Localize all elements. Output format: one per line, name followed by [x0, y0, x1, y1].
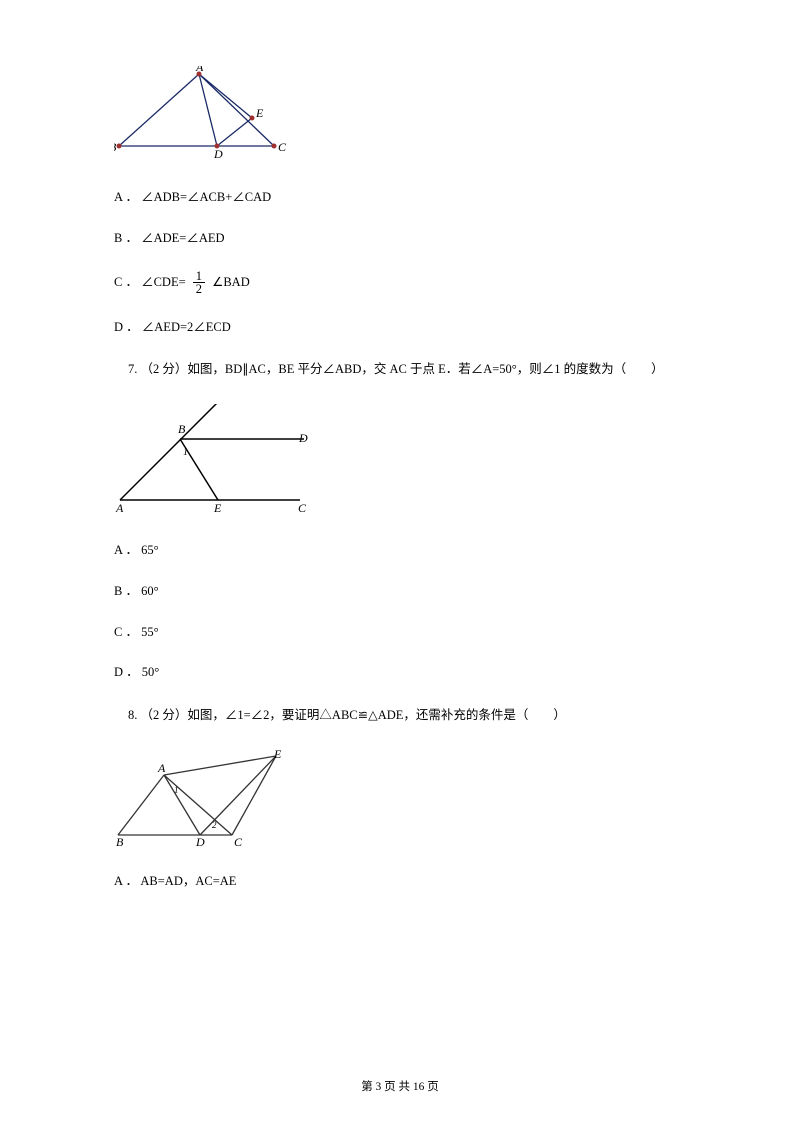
- svg-text:E: E: [255, 106, 264, 120]
- option-8a: A ． AB=AD，AC=AE: [114, 872, 700, 891]
- svg-text:D: D: [195, 835, 205, 849]
- svg-text:C: C: [278, 140, 287, 154]
- opt6c-post: ∠BAD: [212, 274, 250, 288]
- question-7: 7. （2 分）如图，BD∥AC，BE 平分∠ABD，交 AC 于点 E．若∠A…: [100, 358, 700, 382]
- option-6d: D ． ∠AED=2∠ECD: [114, 318, 700, 337]
- parallel-diagram: A B C D E 1: [114, 404, 324, 519]
- svg-text:D: D: [298, 431, 308, 445]
- option-6b: B ． ∠ADE=∠AED: [114, 229, 700, 248]
- frac-num: 1: [193, 270, 205, 284]
- svg-text:2: 2: [212, 820, 217, 830]
- figure-q7: A B C D E 1: [114, 404, 700, 523]
- svg-text:C: C: [234, 835, 243, 849]
- option-6a: A ． ∠ADB=∠ACB+∠CAD: [114, 188, 700, 207]
- svg-text:1: 1: [174, 785, 179, 795]
- svg-text:1: 1: [183, 447, 188, 458]
- svg-text:E: E: [213, 501, 222, 515]
- opt6c-pre: C ． ∠CDE=: [114, 274, 186, 288]
- option-7c: C ． 55°: [114, 623, 700, 642]
- option-7a: A ． 65°: [114, 541, 700, 560]
- option-6c: C ． ∠CDE= 1 2 ∠BAD: [114, 270, 700, 296]
- question-8: 8. （2 分）如图，∠1=∠2，要证明△ABC≌△ADE，还需补充的条件是（ …: [100, 704, 700, 728]
- figure-q8: A B C D E 1 2: [114, 750, 700, 854]
- triangle-abcde: A B C D E: [114, 66, 294, 166]
- svg-text:A: A: [195, 66, 204, 74]
- svg-text:A: A: [157, 761, 166, 775]
- frac-den: 2: [193, 283, 205, 296]
- svg-text:A: A: [115, 501, 124, 515]
- svg-text:B: B: [116, 835, 124, 849]
- fraction-half: 1 2: [193, 270, 205, 296]
- svg-text:D: D: [213, 147, 223, 161]
- svg-text:C: C: [298, 501, 307, 515]
- page-footer: 第 3 页 共 16 页: [0, 1078, 800, 1094]
- option-7d: D ． 50°: [114, 663, 700, 682]
- triangles-abc-ade: A B C D E 1 2: [114, 750, 294, 850]
- figure-q6: A B C D E: [114, 66, 700, 170]
- option-7b: B ． 60°: [114, 582, 700, 601]
- svg-text:B: B: [114, 140, 117, 154]
- svg-text:B: B: [178, 422, 186, 436]
- svg-text:E: E: [273, 750, 282, 761]
